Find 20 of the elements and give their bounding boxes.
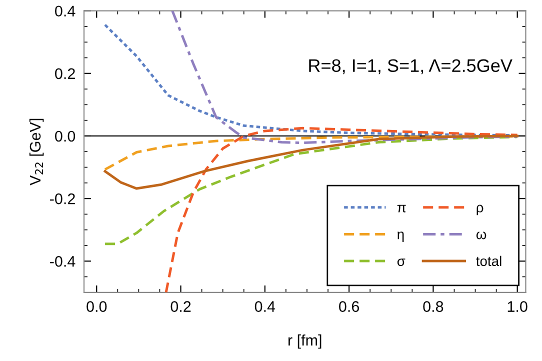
legend-label: σ — [397, 258, 406, 266]
y-tick-label: 0.4 — [55, 6, 76, 17]
x-tick-label: 0.0 — [86, 301, 107, 312]
x-tick-label: 1.0 — [508, 301, 528, 312]
y-tick-label: 0.0 — [55, 130, 76, 142]
x-axis-title: r [fm] — [288, 334, 322, 349]
y-axis-title: V$_{22}$ [GeV] — [29, 118, 44, 186]
x-tick-label: 0.6 — [339, 301, 359, 312]
x-tick-label: 0.8 — [423, 301, 444, 312]
legend-label: ρ — [476, 204, 484, 216]
legend-label: π — [397, 204, 406, 212]
legend-label: total — [476, 256, 502, 266]
x-tick-label: 0.4 — [254, 301, 276, 312]
y-tick-label: -0.2 — [50, 193, 75, 204]
legend-label: η — [398, 232, 404, 242]
y-tick-label: 0.2 — [55, 68, 75, 80]
annotation: R=8, I=1, S=1, Λ=2.5GeV — [309, 59, 512, 74]
legend-label: ω — [476, 232, 486, 240]
y-tick-label: -0.4 — [50, 256, 76, 267]
x-tick-label: 0.2 — [170, 301, 191, 312]
